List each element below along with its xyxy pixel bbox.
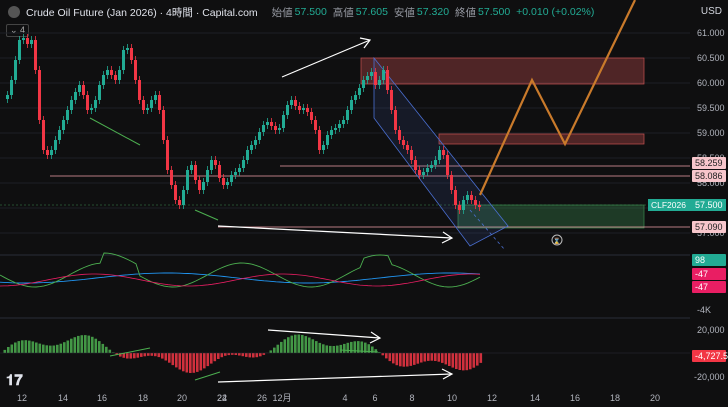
svg-text:57.090: 57.090 [695, 222, 723, 232]
hist-trend-line-2[interactable] [194, 371, 221, 381]
time-tick: 8 [409, 393, 414, 403]
low-label: 安値 [393, 6, 415, 19]
price-tick: 59.500 [697, 103, 725, 113]
time-tick: 12 [487, 393, 497, 403]
time-tick: 24 [217, 393, 227, 403]
forecast-path[interactable] [478, 0, 636, 196]
price-tick: 61.000 [697, 28, 725, 38]
histogram-panel [0, 334, 690, 381]
currency-label[interactable]: USD [700, 6, 722, 17]
open-label: 始値 [271, 6, 293, 19]
svg-text:CLF2026: CLF2026 [651, 200, 686, 210]
time-tick: 22 [217, 393, 227, 403]
time-tick: 26 [257, 393, 267, 403]
svg-text:-47: -47 [695, 269, 708, 279]
osc-value-1: 98 [692, 254, 726, 266]
symbol-logo-icon [8, 6, 20, 18]
time-tick: 20 [650, 393, 660, 403]
time-tick: 18 [138, 393, 148, 403]
price-tick: 60.000 [697, 78, 725, 88]
time-tick: 14 [530, 393, 540, 403]
trend-line-green[interactable] [89, 117, 141, 146]
level-tag-2: 58.086 [692, 170, 726, 182]
close-label: 終値 [455, 6, 477, 19]
chart-header: Crude Oil Future (Jan 2026) · 4時間 · Capi… [0, 0, 690, 24]
level-tag-1: 58.259 [692, 157, 726, 169]
time-tick: 18 [610, 393, 620, 403]
osc-signal-line [0, 272, 481, 284]
low-value: 57.320 [416, 6, 450, 18]
price-axis[interactable]: 61.00060.50060.00059.50059.00058.50058.0… [648, 28, 728, 382]
candlesticks [6, 34, 481, 214]
osc-value-2: -47 [692, 268, 726, 280]
high-label: 高値 [332, 6, 354, 19]
hist-tick: -20,000 [694, 372, 725, 382]
symbol-title[interactable]: Crude Oil Future (Jan 2026) · 4時間 · Capi… [26, 6, 258, 19]
time-tick: 10 [447, 393, 457, 403]
time-tick: 4 [342, 393, 347, 403]
time-tick: 12月 [272, 393, 291, 403]
change-value: +0.010 (+0.02%) [516, 6, 595, 18]
hist-tick: -4K [697, 305, 711, 315]
price-tick: 59.000 [697, 128, 725, 138]
tradingview-logo: 𝟏𝟕 [6, 372, 23, 389]
supply-zone-mid [438, 133, 645, 145]
hist-trend-line-3[interactable] [339, 349, 379, 353]
svg-text:-47: -47 [695, 282, 708, 292]
time-tick: 6 [372, 393, 377, 403]
collapse-count: 4 [20, 25, 26, 35]
clock-icon[interactable]: ⌛ [551, 234, 563, 246]
time-tick: 14 [58, 393, 68, 403]
oscillator-panel [0, 252, 481, 288]
collapse-indicators-button[interactable]: ⌄ 4 [6, 24, 30, 37]
open-value: 57.500 [294, 6, 327, 18]
svg-text:⌛: ⌛ [553, 237, 560, 245]
channel-extension [469, 209, 506, 251]
time-tick: 16 [97, 393, 107, 403]
osc-value-3: -47 [692, 281, 726, 293]
hist-trend-line[interactable] [109, 347, 151, 357]
current-price-tag: CLF2026 57.500 [648, 199, 726, 211]
svg-text:-4,727.5: -4,727.5 [695, 351, 728, 361]
svg-text:57.500: 57.500 [695, 200, 723, 210]
time-tick: 20 [177, 393, 187, 403]
high-value: 57.605 [355, 6, 388, 18]
grid [0, 32, 690, 234]
price-tick: 58.000 [697, 178, 725, 188]
osc-aux-line [0, 273, 481, 287]
time-tick: 12 [17, 393, 27, 403]
hist-current-tag: -4,727.5 [692, 350, 728, 362]
time-tick: 16 [570, 393, 580, 403]
svg-text:98: 98 [695, 255, 705, 265]
close-value: 57.500 [478, 6, 511, 18]
svg-text:58.259: 58.259 [695, 158, 723, 168]
divergence-arrows[interactable] [217, 37, 454, 383]
trend-line-green-2[interactable] [194, 209, 219, 221]
svg-text:58.086: 58.086 [695, 171, 723, 181]
price-tick: 60.500 [697, 53, 725, 63]
hist-tick: 20,000 [697, 325, 725, 335]
level-tag-3: 57.090 [692, 221, 726, 233]
osc-main-line [0, 252, 481, 288]
